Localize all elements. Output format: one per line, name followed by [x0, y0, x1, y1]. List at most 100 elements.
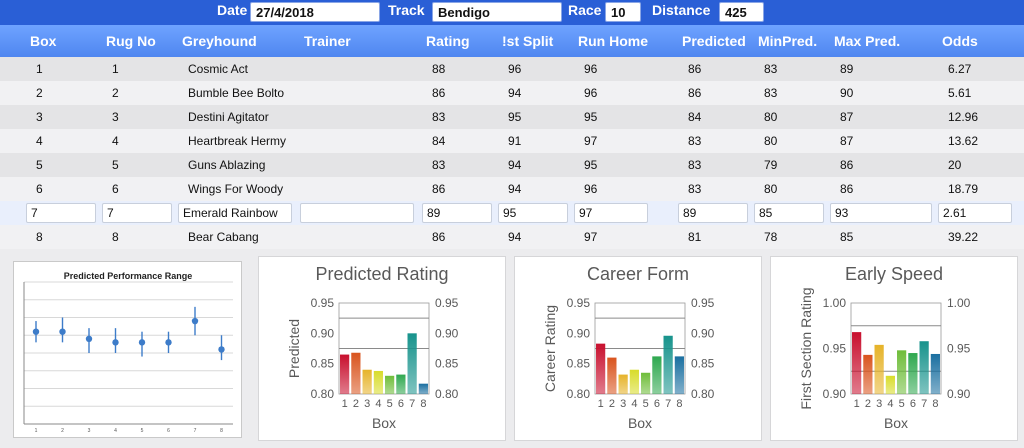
bar — [652, 356, 662, 394]
cell-greyhound: Guns Ablazing — [188, 158, 266, 172]
cell-odds: 39.22 — [948, 230, 979, 244]
point — [138, 339, 146, 346]
bar — [351, 352, 361, 394]
x-tick-label: 8 — [932, 398, 938, 410]
cell-first-split[interactable]: 95 — [498, 203, 568, 223]
cell-greyhound: Wings For Woody — [188, 182, 284, 196]
col-header-rug-no[interactable]: Rug No — [106, 33, 156, 49]
point — [218, 346, 225, 353]
cell-max-pred: 87 — [840, 110, 854, 124]
col-header-odds[interactable]: Odds — [942, 33, 978, 49]
y-tick-label: 0.95 — [567, 296, 591, 310]
bar — [908, 353, 918, 394]
x-tick-label: 4 — [887, 398, 893, 410]
cell-box[interactable]: 7 — [26, 203, 96, 223]
y-tick-label: 0.80 — [311, 387, 335, 401]
cell-run-home[interactable]: 97 — [574, 203, 648, 223]
table-row[interactable]: 4 4 Heartbreak Hermy 84 91 97 83 80 87 13.62 — [0, 129, 1024, 153]
col-header-run-home[interactable]: Run Home — [578, 33, 648, 49]
y-tick-label: 0.95 — [823, 342, 847, 356]
cell-greyhound: Bumble Bee Bolto — [188, 86, 285, 100]
y-tick-label: 0.90 — [567, 326, 591, 340]
plot-frame — [850, 302, 942, 395]
bar — [863, 354, 873, 394]
tick-label: 3 — [88, 428, 91, 434]
tick-label: 6 — [167, 428, 170, 434]
cell-rug-no: 6 — [112, 182, 119, 196]
x-tick-label: 7 — [665, 398, 671, 410]
y2-tick-label: 0.90 — [435, 326, 459, 340]
cell-first-split: 94 — [508, 230, 522, 244]
x-tick-label: 6 — [910, 398, 916, 410]
cell-max-pred: 90 — [840, 86, 854, 100]
y2-tick-label: 0.95 — [691, 296, 715, 310]
y-axis-label: Predicted — [286, 319, 302, 378]
table-row[interactable]: 2 2 Bumble Bee Bolto 86 94 96 86 83 90 5.61 — [0, 81, 1024, 105]
x-tick-label: 1 — [342, 398, 348, 410]
date-label: Date — [217, 2, 248, 18]
cell-greyhound: Heartbreak Hermy — [188, 134, 287, 148]
performance-range-chart: Predicted Performance Range 1 2 3 4 5 6 7 8 — [23, 271, 233, 434]
col-header-trainer[interactable]: Trainer — [304, 33, 351, 49]
table-row[interactable]: 5 5 Guns Ablazing 83 94 95 83 79 86 20 — [0, 153, 1024, 177]
cell-rug-no[interactable]: 7 — [102, 203, 172, 223]
cell-greyhound[interactable]: Emerald Rainbow — [178, 203, 292, 223]
cell-max-pred: 87 — [840, 134, 854, 148]
y-tick-label: 0.85 — [311, 357, 335, 371]
cell-rating: 83 — [432, 110, 446, 124]
cell-rug-no: 4 — [112, 134, 119, 148]
date-field[interactable]: 27/4/2018 — [250, 2, 380, 22]
bar — [885, 375, 895, 394]
early-speed-panel: Early Speed 0.90 0.90 0.95 0.95 1.00 1.00 1 2 3 4… — [770, 256, 1018, 441]
x-tick-label: 8 — [676, 398, 682, 410]
col-header-min-pred[interactable]: MinPred. — [758, 33, 818, 49]
cell-odds: 12.96 — [948, 110, 979, 124]
distance-field[interactable]: 425 — [719, 2, 764, 22]
cell-rug-no: 3 — [112, 110, 119, 124]
race-info-bar: Date 27/4/2018 Track Bendigo Race 10 Dis… — [0, 0, 1024, 25]
col-header-max-pred[interactable]: Max Pred. — [834, 33, 901, 49]
x-tick-label: 3 — [876, 398, 882, 410]
cell-odds: 18.79 — [948, 182, 979, 196]
cell-box: 4 — [36, 134, 43, 148]
predicted-rating-panel: Predicted Rating 0.80 0.80 0.85 0.85 0.90 0.9… — [258, 256, 506, 441]
cell-odds[interactable]: 2.61 — [938, 203, 1012, 223]
y-tick-label: 0.90 — [823, 387, 847, 401]
x-tick-label: 7 — [921, 398, 927, 410]
early-speed-chart: 0.90 0.90 0.95 0.95 1.00 1.00 1 2 3 4 5 6 7 8 Box First… — [798, 287, 971, 431]
cell-max-pred: 86 — [840, 182, 854, 196]
table-row[interactable]: 7 7 Emerald Rainbow 89 95 97 89 85 93 2.61 — [0, 201, 1024, 225]
x-axis-label: Box — [372, 415, 396, 431]
table-row[interactable]: 3 3 Destini Agitator 83 95 95 84 80 87 12.96 — [0, 105, 1024, 129]
col-header-first-split[interactable]: !st Split — [502, 33, 554, 49]
cell-rating: 83 — [432, 158, 446, 172]
track-field[interactable]: Bendigo — [432, 2, 562, 22]
cell-first-split: 95 — [508, 110, 522, 124]
chart-title: Early Speed — [844, 264, 944, 284]
cell-box: 1 — [36, 62, 43, 76]
col-header-predicted[interactable]: Predicted — [682, 33, 746, 49]
point — [32, 328, 40, 335]
cell-min-pred[interactable]: 85 — [754, 203, 824, 223]
y-tick-label: 0.90 — [311, 326, 335, 340]
chart-title: Predicted Performance Range — [64, 271, 193, 281]
col-header-greyhound[interactable]: Greyhound — [182, 33, 257, 49]
cell-trainer[interactable] — [300, 203, 414, 223]
x-axis-label: Box — [628, 415, 652, 431]
x-tick-label: 6 — [654, 398, 660, 410]
cell-run-home: 97 — [584, 230, 598, 244]
cell-min-pred: 80 — [764, 134, 778, 148]
race-field[interactable]: 10 — [605, 2, 641, 22]
cell-rating[interactable]: 89 — [422, 203, 492, 223]
table-row[interactable]: 1 1 Cosmic Act 88 96 96 86 83 89 6.27 — [0, 57, 1024, 81]
table-row[interactable]: 6 6 Wings For Woody 86 94 96 83 80 86 18.79 — [0, 177, 1024, 201]
cell-max-pred: 85 — [840, 230, 854, 244]
col-header-box[interactable]: Box — [30, 33, 57, 49]
bar — [618, 374, 628, 394]
cell-max-pred[interactable]: 93 — [830, 203, 932, 223]
bar — [674, 356, 684, 394]
col-header-rating[interactable]: Rating — [426, 33, 470, 49]
cell-max-pred: 89 — [840, 62, 854, 76]
table-row[interactable]: 8 8 Bear Cabang 86 94 97 81 78 85 39.22 — [0, 225, 1024, 249]
cell-predicted[interactable]: 89 — [678, 203, 748, 223]
